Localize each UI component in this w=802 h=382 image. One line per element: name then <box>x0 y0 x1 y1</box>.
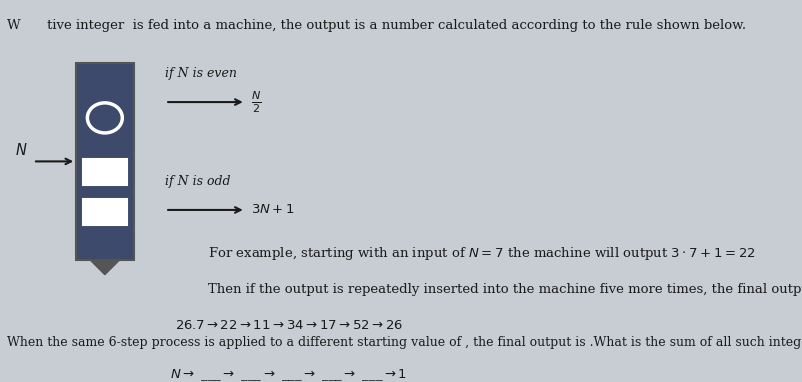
Text: Then if the output is repeatedly inserted into the machine five more times, the : Then if the output is repeatedly inserte… <box>209 283 802 296</box>
Text: For example, starting with an input of $N = 7$ the machine will output $3 \cdot : For example, starting with an input of $… <box>209 244 756 262</box>
Text: if N is even: if N is even <box>165 68 237 81</box>
Text: When the same 6-step process is applied to a different starting value of , the f: When the same 6-step process is applied … <box>7 337 802 350</box>
Text: $\frac{N}{2}$: $\frac{N}{2}$ <box>251 89 261 115</box>
Ellipse shape <box>87 103 123 133</box>
Text: $3N+1$: $3N+1$ <box>251 204 295 217</box>
Text: $26.7 \to 22 \to 11 \to 34 \to 17 \to 52 \to 26$: $26.7 \to 22 \to 11 \to 34 \to 17 \to 52… <box>175 319 403 332</box>
Text: $N \to$ ___$\to$ ___$\to$ ___$\to$ ___$\to$ ___$\to 1$: $N \to$ ___$\to$ ___$\to$ ___$\to$ ___$\… <box>170 367 407 382</box>
Text: W  tive integer  is fed into a machine, the output is a number calculated accord: W tive integer is fed into a machine, th… <box>7 19 747 32</box>
Text: if N is odd: if N is odd <box>165 175 231 188</box>
FancyBboxPatch shape <box>76 63 134 260</box>
FancyBboxPatch shape <box>83 159 127 185</box>
Text: $N$: $N$ <box>15 142 28 158</box>
Polygon shape <box>91 260 119 275</box>
FancyBboxPatch shape <box>83 199 127 225</box>
